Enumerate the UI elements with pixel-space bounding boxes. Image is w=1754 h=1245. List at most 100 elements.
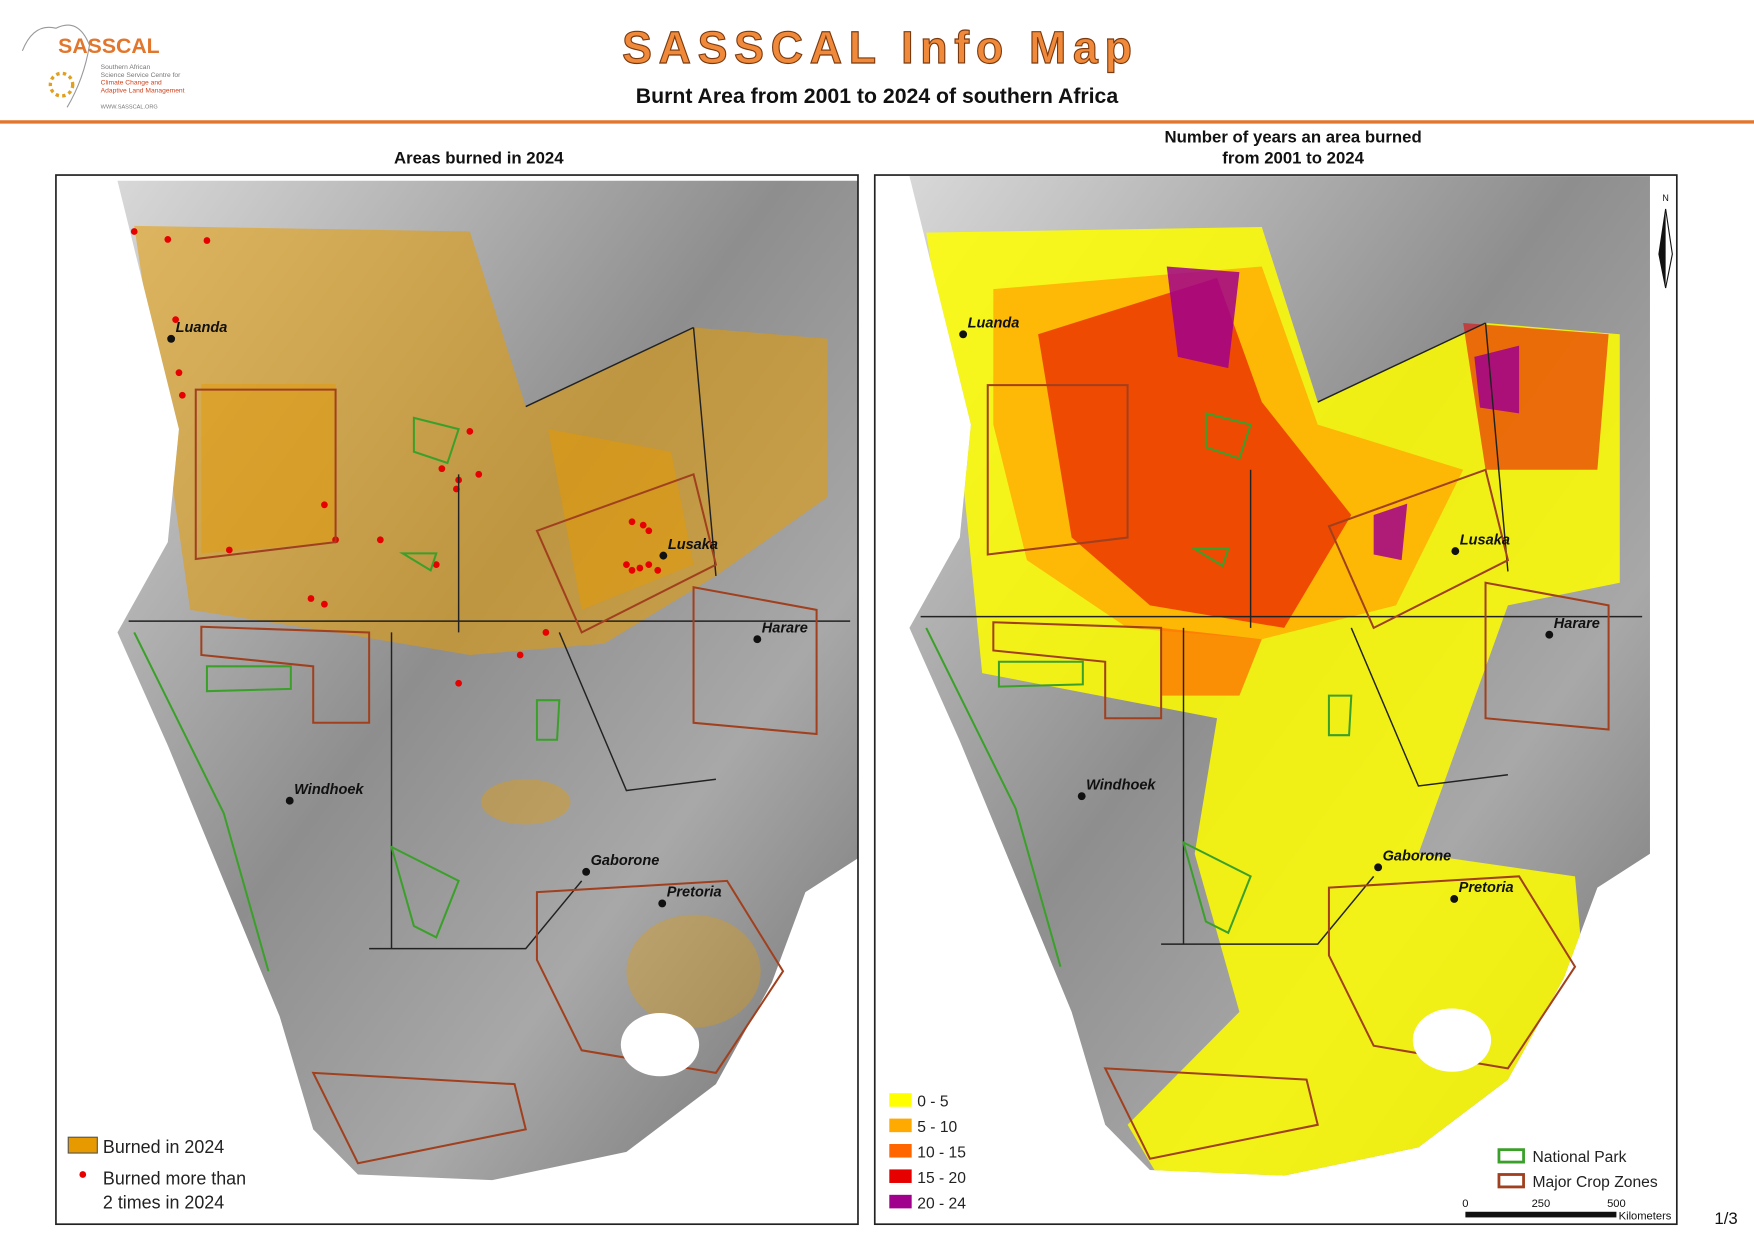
scale-unit: Kilometers [1619, 1211, 1672, 1223]
right-map-title: Number of years an area burned [1165, 127, 1422, 146]
left-map: Luanda Lusaka Harare Windhoek Gaborone Pretor… [55, 174, 859, 1226]
city-label: Lusaka [1460, 532, 1510, 548]
burn-point [645, 561, 653, 569]
city-label: Gaborone [591, 853, 660, 869]
logo-name: SASSCAL [58, 34, 160, 58]
legend-label: 20 - 24 [917, 1195, 966, 1212]
city-dot [1451, 547, 1460, 556]
legend-swatch [1497, 1148, 1525, 1164]
legend-swatch [889, 1144, 912, 1158]
burn-point [654, 566, 662, 574]
boundary-legend: National Park Major Crop Zones [1497, 1148, 1658, 1191]
legend-label: National Park [1533, 1149, 1627, 1166]
burn-point [475, 470, 483, 478]
burn-point [639, 521, 647, 529]
north-arrow: N [1658, 193, 1673, 289]
cities: Luanda Lusaka Harare Windhoek Gaborone Pretor… [959, 315, 1600, 903]
burn-point [432, 561, 440, 569]
burned-areas [134, 225, 828, 1028]
city-dot [1545, 630, 1554, 639]
legend-label: 2 times in 2024 [103, 1192, 224, 1212]
city-label: Harare [1554, 616, 1600, 632]
city-label: Luanda [176, 320, 228, 336]
legend-swatch [79, 1171, 87, 1178]
city-label: Lusaka [668, 537, 718, 553]
logo: SASSCAL Southern African Science Service… [21, 24, 185, 110]
city-label: Pretoria [667, 885, 722, 901]
logo-text: Climate Change and [101, 80, 162, 87]
burn-point [628, 518, 636, 526]
burn-point [628, 566, 636, 574]
burn-point [203, 237, 211, 244]
burn-point [130, 228, 138, 235]
city-dot [1374, 863, 1383, 872]
city-label: Windhoek [294, 782, 364, 798]
burn-frequency [926, 226, 1620, 1176]
scale-bar-body [1465, 1211, 1617, 1218]
title: SASSCAL Info Map [622, 22, 1139, 73]
city-dot [167, 334, 176, 343]
lesotho [1412, 1008, 1492, 1072]
map-frame [873, 174, 1678, 1226]
legend-label: 15 - 20 [917, 1170, 966, 1187]
city-label: Harare [762, 620, 808, 636]
boundaries [920, 322, 1643, 1160]
burn-point [172, 316, 179, 323]
scale-label: 250 [1532, 1198, 1551, 1210]
city-dot [753, 635, 762, 644]
scale-label: 500 [1607, 1198, 1626, 1210]
legend-label: Burned in 2024 [103, 1137, 224, 1157]
burn-point [636, 564, 644, 572]
legend: 0 - 5 5 - 10 10 - 15 15 - 20 20 - 24 [889, 1093, 966, 1212]
burn-point [466, 428, 474, 435]
legend-swatch [1497, 1173, 1525, 1189]
subtitle: Burnt Area from 2001 to 2024 of southern… [636, 84, 1119, 108]
city-dot [285, 796, 294, 805]
legend-swatch [67, 1136, 98, 1154]
city-dot [658, 899, 667, 908]
legend-label: 10 - 15 [917, 1144, 966, 1161]
burn-point [645, 527, 653, 535]
logo-text: Science Service Centre for [101, 72, 181, 79]
city-label: Gaborone [1383, 848, 1452, 864]
north-label: N [1662, 193, 1668, 203]
legend-swatch [889, 1169, 912, 1183]
legend-swatch [889, 1118, 912, 1133]
burn-point [225, 546, 233, 554]
burn-point [321, 600, 328, 608]
legend-swatch [889, 1194, 912, 1209]
burn-point [438, 465, 446, 473]
boundaries [128, 326, 851, 1165]
city-dot [959, 330, 968, 339]
lesotho [620, 1013, 700, 1077]
cities: Luanda Lusaka Harare Windhoek Gaborone Pretor… [167, 320, 808, 908]
logo-url: WWW.SASSCAL.ORG [101, 104, 158, 110]
burn-point [623, 561, 630, 569]
right-map-title: from 2001 to 2024 [1222, 149, 1364, 168]
burn-point [164, 236, 172, 243]
burned-twice-points [130, 228, 662, 687]
burn-point [455, 679, 462, 687]
legend-label: Major Crop Zones [1533, 1174, 1658, 1191]
legend-swatch [889, 1093, 912, 1107]
legend-label: 5 - 10 [917, 1119, 957, 1136]
right-map: Luanda Lusaka Harare Windhoek Gaborone Pretor… [873, 174, 1678, 1226]
city-label: Windhoek [1086, 777, 1156, 793]
legend-label: 0 - 5 [917, 1094, 949, 1111]
burn-point [516, 651, 524, 659]
city-dot [1077, 792, 1086, 801]
burn-point [376, 536, 384, 544]
scale-label: 0 [1462, 1198, 1468, 1210]
city-label: Pretoria [1459, 880, 1514, 896]
logo-text: Adaptive Land Management [101, 88, 185, 95]
burn-point [175, 369, 183, 377]
page-number: 1/3 [1714, 1209, 1737, 1228]
city-dot [582, 867, 591, 876]
city-label: Luanda [968, 315, 1020, 331]
burn-point [178, 391, 186, 399]
burn-point [321, 501, 328, 509]
burn-point [542, 629, 550, 636]
